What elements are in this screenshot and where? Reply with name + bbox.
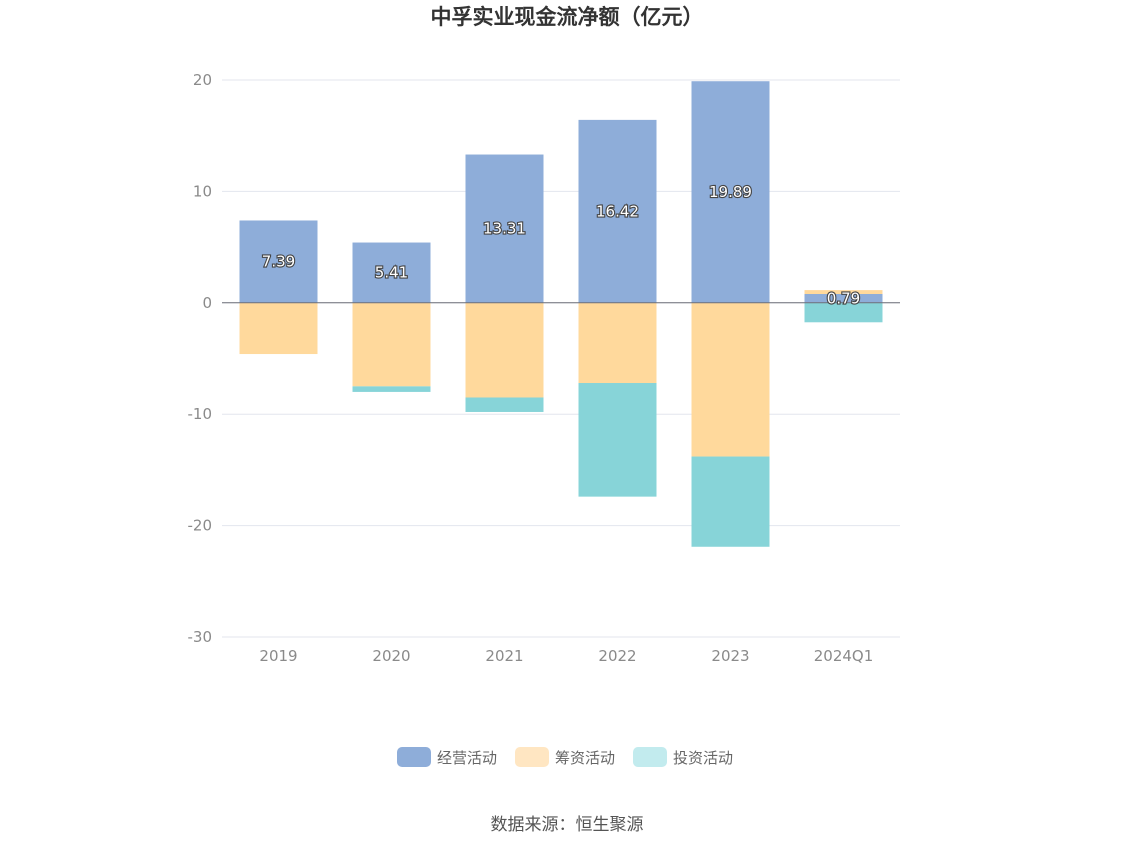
- legend-item[interactable]: 投资活动: [633, 747, 733, 767]
- legend-swatch: [633, 747, 667, 767]
- bar-segment: [352, 386, 431, 392]
- legend-label: 投资活动: [673, 749, 733, 767]
- bar-segment: [691, 456, 770, 547]
- y-tick-label: -30: [188, 628, 213, 646]
- x-tick-label: 2023: [711, 647, 749, 665]
- bar-segment: [691, 302, 770, 457]
- legend: 经营活动 筹资活动 投资活动: [397, 747, 733, 767]
- bar-value-label: 7.39: [262, 253, 295, 271]
- bars: [239, 81, 883, 547]
- bar-segment: [239, 302, 318, 355]
- bar-segment: [352, 242, 431, 303]
- bar-segment: [578, 119, 657, 303]
- bar-value-label: 19.89: [709, 183, 752, 201]
- bar-segment: [239, 220, 318, 303]
- y-tick-label: 20: [193, 71, 212, 89]
- chart-title: 中孚实业现金流净额（亿元）: [431, 5, 704, 29]
- y-tick-label: 10: [193, 182, 212, 200]
- legend-swatch: [397, 747, 431, 767]
- bar-segment: [804, 302, 883, 323]
- bar-value-label: 13.31: [483, 220, 526, 238]
- legend-item[interactable]: 经营活动: [397, 747, 497, 767]
- bar-segment: [578, 383, 657, 497]
- legend-label: 筹资活动: [555, 749, 615, 767]
- legend-swatch: [515, 747, 549, 767]
- bar-segment: [804, 290, 883, 294]
- gridlines: [222, 79, 900, 638]
- bar-segment: [465, 302, 544, 398]
- legend-item[interactable]: 筹资活动: [515, 747, 615, 767]
- x-tick-label: 2019: [259, 647, 297, 665]
- bar-segment: [578, 302, 657, 384]
- axes: 20 10 0 -10 -20 -30 2019 2020 2021 2022 2023 2024Q1: [188, 71, 900, 665]
- bar-value-label: 16.42: [596, 202, 639, 220]
- bar-value-label: 0.79: [827, 289, 860, 307]
- source-note: 数据来源：恒生聚源: [491, 815, 644, 835]
- data-labels: 7.39 5.41 13.31 16.42 19.89 0.79: [261, 182, 862, 309]
- y-tick-label: -10: [188, 405, 213, 423]
- bar-segment: [465, 397, 544, 412]
- x-tick-label: 2022: [598, 647, 636, 665]
- x-tick-label: 2024Q1: [814, 647, 874, 665]
- x-tick-label: 2021: [485, 647, 523, 665]
- y-tick-label: 0: [202, 294, 212, 312]
- bar-segment: [804, 293, 883, 303]
- x-tick-label: 2020: [372, 647, 410, 665]
- bar-segment: [465, 154, 544, 303]
- bar-value-label: 5.41: [375, 264, 408, 282]
- y-tick-label: -20: [188, 517, 213, 535]
- legend-label: 经营活动: [437, 749, 497, 767]
- bar-segment: [352, 302, 431, 387]
- bar-segment: [691, 81, 770, 303]
